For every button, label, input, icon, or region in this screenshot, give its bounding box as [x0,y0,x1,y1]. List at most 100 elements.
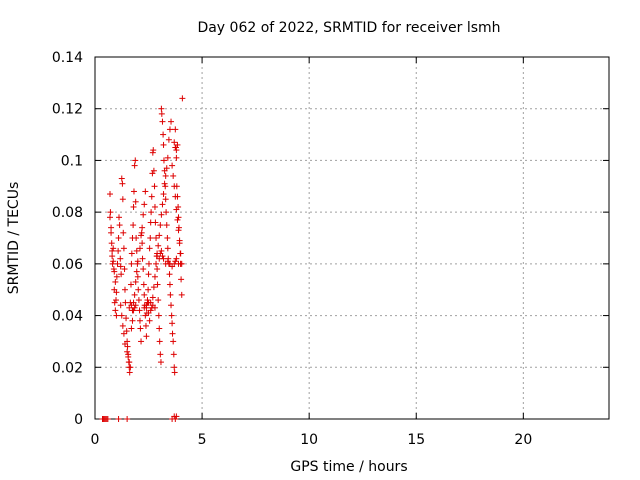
data-point [119,180,126,187]
data-point [158,211,165,218]
data-point [116,222,123,229]
data-point [151,203,158,210]
data-point [170,172,177,179]
data-point [119,196,126,203]
data-point [144,297,151,304]
x-tick-label: 20 [514,432,532,448]
data-point [130,203,137,210]
x-axis-label: GPS time / hours [290,459,407,475]
data-point [145,271,152,278]
data-point [113,289,120,296]
data-point [123,328,130,335]
data-point [138,232,145,239]
data-point [136,317,143,324]
data-point [124,343,131,350]
data-point [129,317,136,324]
data-point [150,167,157,174]
data-point [178,276,185,283]
data-point [169,162,176,169]
data-point [159,253,166,260]
data-point [120,330,127,337]
data-point [142,312,149,319]
data-point [151,183,158,190]
data-point [160,141,167,148]
data-point [108,224,115,231]
data-point [162,183,169,190]
data-point [150,284,157,291]
data-point [158,105,165,112]
data-point [117,302,124,309]
data-point [157,222,164,229]
data-point [163,222,170,229]
data-point [126,359,133,366]
data-point [132,157,139,164]
data-point [140,266,147,273]
data-point [154,266,161,273]
data-point [169,320,176,327]
data-point [172,416,179,422]
data-point [117,263,124,270]
data-point [171,139,178,146]
data-point [175,227,182,234]
data-point [130,188,137,195]
data-point [134,273,141,280]
data-point [160,157,167,164]
data-point [176,240,183,247]
y-tick-label: 0.1 [61,153,83,169]
data-point [127,364,134,371]
data-point [141,201,148,208]
data-point [160,131,167,138]
x-tick-label: 5 [198,432,207,448]
x-tick-label: 0 [91,432,100,448]
data-point [128,325,135,332]
data-point [168,312,175,319]
data-point [115,214,122,221]
data-point [148,193,155,200]
data-point [170,338,177,345]
data-point [131,304,138,311]
data-point [157,359,164,366]
data-point [135,297,142,304]
data-point [124,416,131,422]
data-point [152,219,159,226]
data-point [111,268,118,275]
data-point [160,191,167,198]
data-point [126,369,133,376]
data-point [141,291,148,298]
data-point [145,299,152,306]
data-point [162,172,169,179]
data-point [115,235,122,241]
data-point [148,209,155,216]
y-tick-label: 0.04 [52,309,83,325]
data-point [155,312,162,319]
data-point [138,338,145,345]
data-point [151,273,158,280]
data-point [159,118,166,125]
data-point [179,95,186,102]
y-axis-label: SRMTID / TECUs [6,182,22,295]
data-point [145,260,152,267]
data-point [118,312,125,319]
data-point [156,338,163,345]
data-point [133,268,140,275]
data-point [135,286,142,293]
data-point [109,253,116,260]
data-point [174,216,181,223]
data-point [138,229,145,236]
data-point [164,235,171,241]
data-point [156,232,163,239]
data-point [153,260,160,267]
data-point [132,198,139,205]
data-point [139,255,146,262]
y-tick-label: 0 [74,412,83,428]
data-points [99,95,186,422]
data-point [130,222,137,229]
data-point [158,247,165,254]
data-point [147,307,154,314]
data-point [163,165,170,172]
data-point [164,154,171,161]
data-point [166,271,173,278]
data-point [149,170,156,177]
data-point [150,147,157,154]
